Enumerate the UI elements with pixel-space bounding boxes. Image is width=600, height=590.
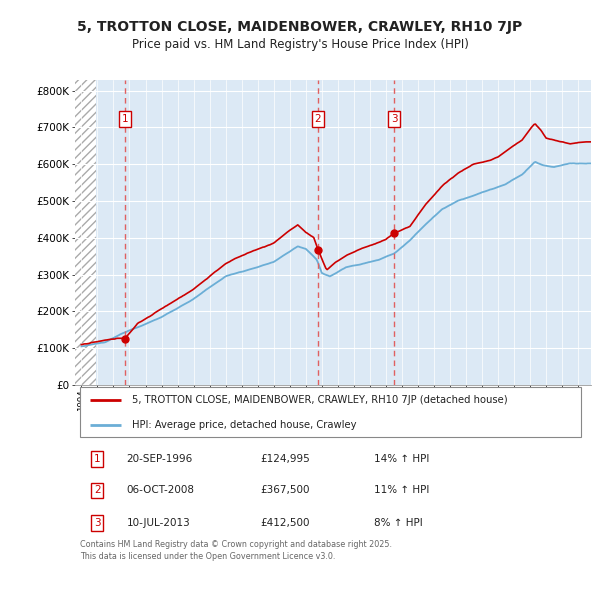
- Text: Price paid vs. HM Land Registry's House Price Index (HPI): Price paid vs. HM Land Registry's House …: [131, 38, 469, 51]
- Text: 11% ↑ HPI: 11% ↑ HPI: [374, 486, 430, 496]
- Text: HPI: Average price, detached house, Crawley: HPI: Average price, detached house, Craw…: [132, 419, 356, 430]
- Text: 20-SEP-1996: 20-SEP-1996: [127, 454, 193, 464]
- Text: 5, TROTTON CLOSE, MAIDENBOWER, CRAWLEY, RH10 7JP (detached house): 5, TROTTON CLOSE, MAIDENBOWER, CRAWLEY, …: [132, 395, 508, 405]
- FancyBboxPatch shape: [80, 387, 581, 437]
- Text: 2: 2: [94, 486, 101, 496]
- Text: 8% ↑ HPI: 8% ↑ HPI: [374, 518, 423, 528]
- Text: Contains HM Land Registry data © Crown copyright and database right 2025.
This d: Contains HM Land Registry data © Crown c…: [80, 540, 392, 561]
- Text: £412,500: £412,500: [261, 518, 310, 528]
- Text: 1: 1: [94, 454, 101, 464]
- Text: 14% ↑ HPI: 14% ↑ HPI: [374, 454, 430, 464]
- Text: £124,995: £124,995: [261, 454, 311, 464]
- Text: 10-JUL-2013: 10-JUL-2013: [127, 518, 190, 528]
- Text: £367,500: £367,500: [261, 486, 310, 496]
- Text: 06-OCT-2008: 06-OCT-2008: [127, 486, 194, 496]
- Text: 3: 3: [94, 518, 101, 528]
- Text: 3: 3: [391, 114, 398, 124]
- Text: 2: 2: [314, 114, 321, 124]
- Text: 1: 1: [122, 114, 128, 124]
- Text: 5, TROTTON CLOSE, MAIDENBOWER, CRAWLEY, RH10 7JP: 5, TROTTON CLOSE, MAIDENBOWER, CRAWLEY, …: [77, 19, 523, 34]
